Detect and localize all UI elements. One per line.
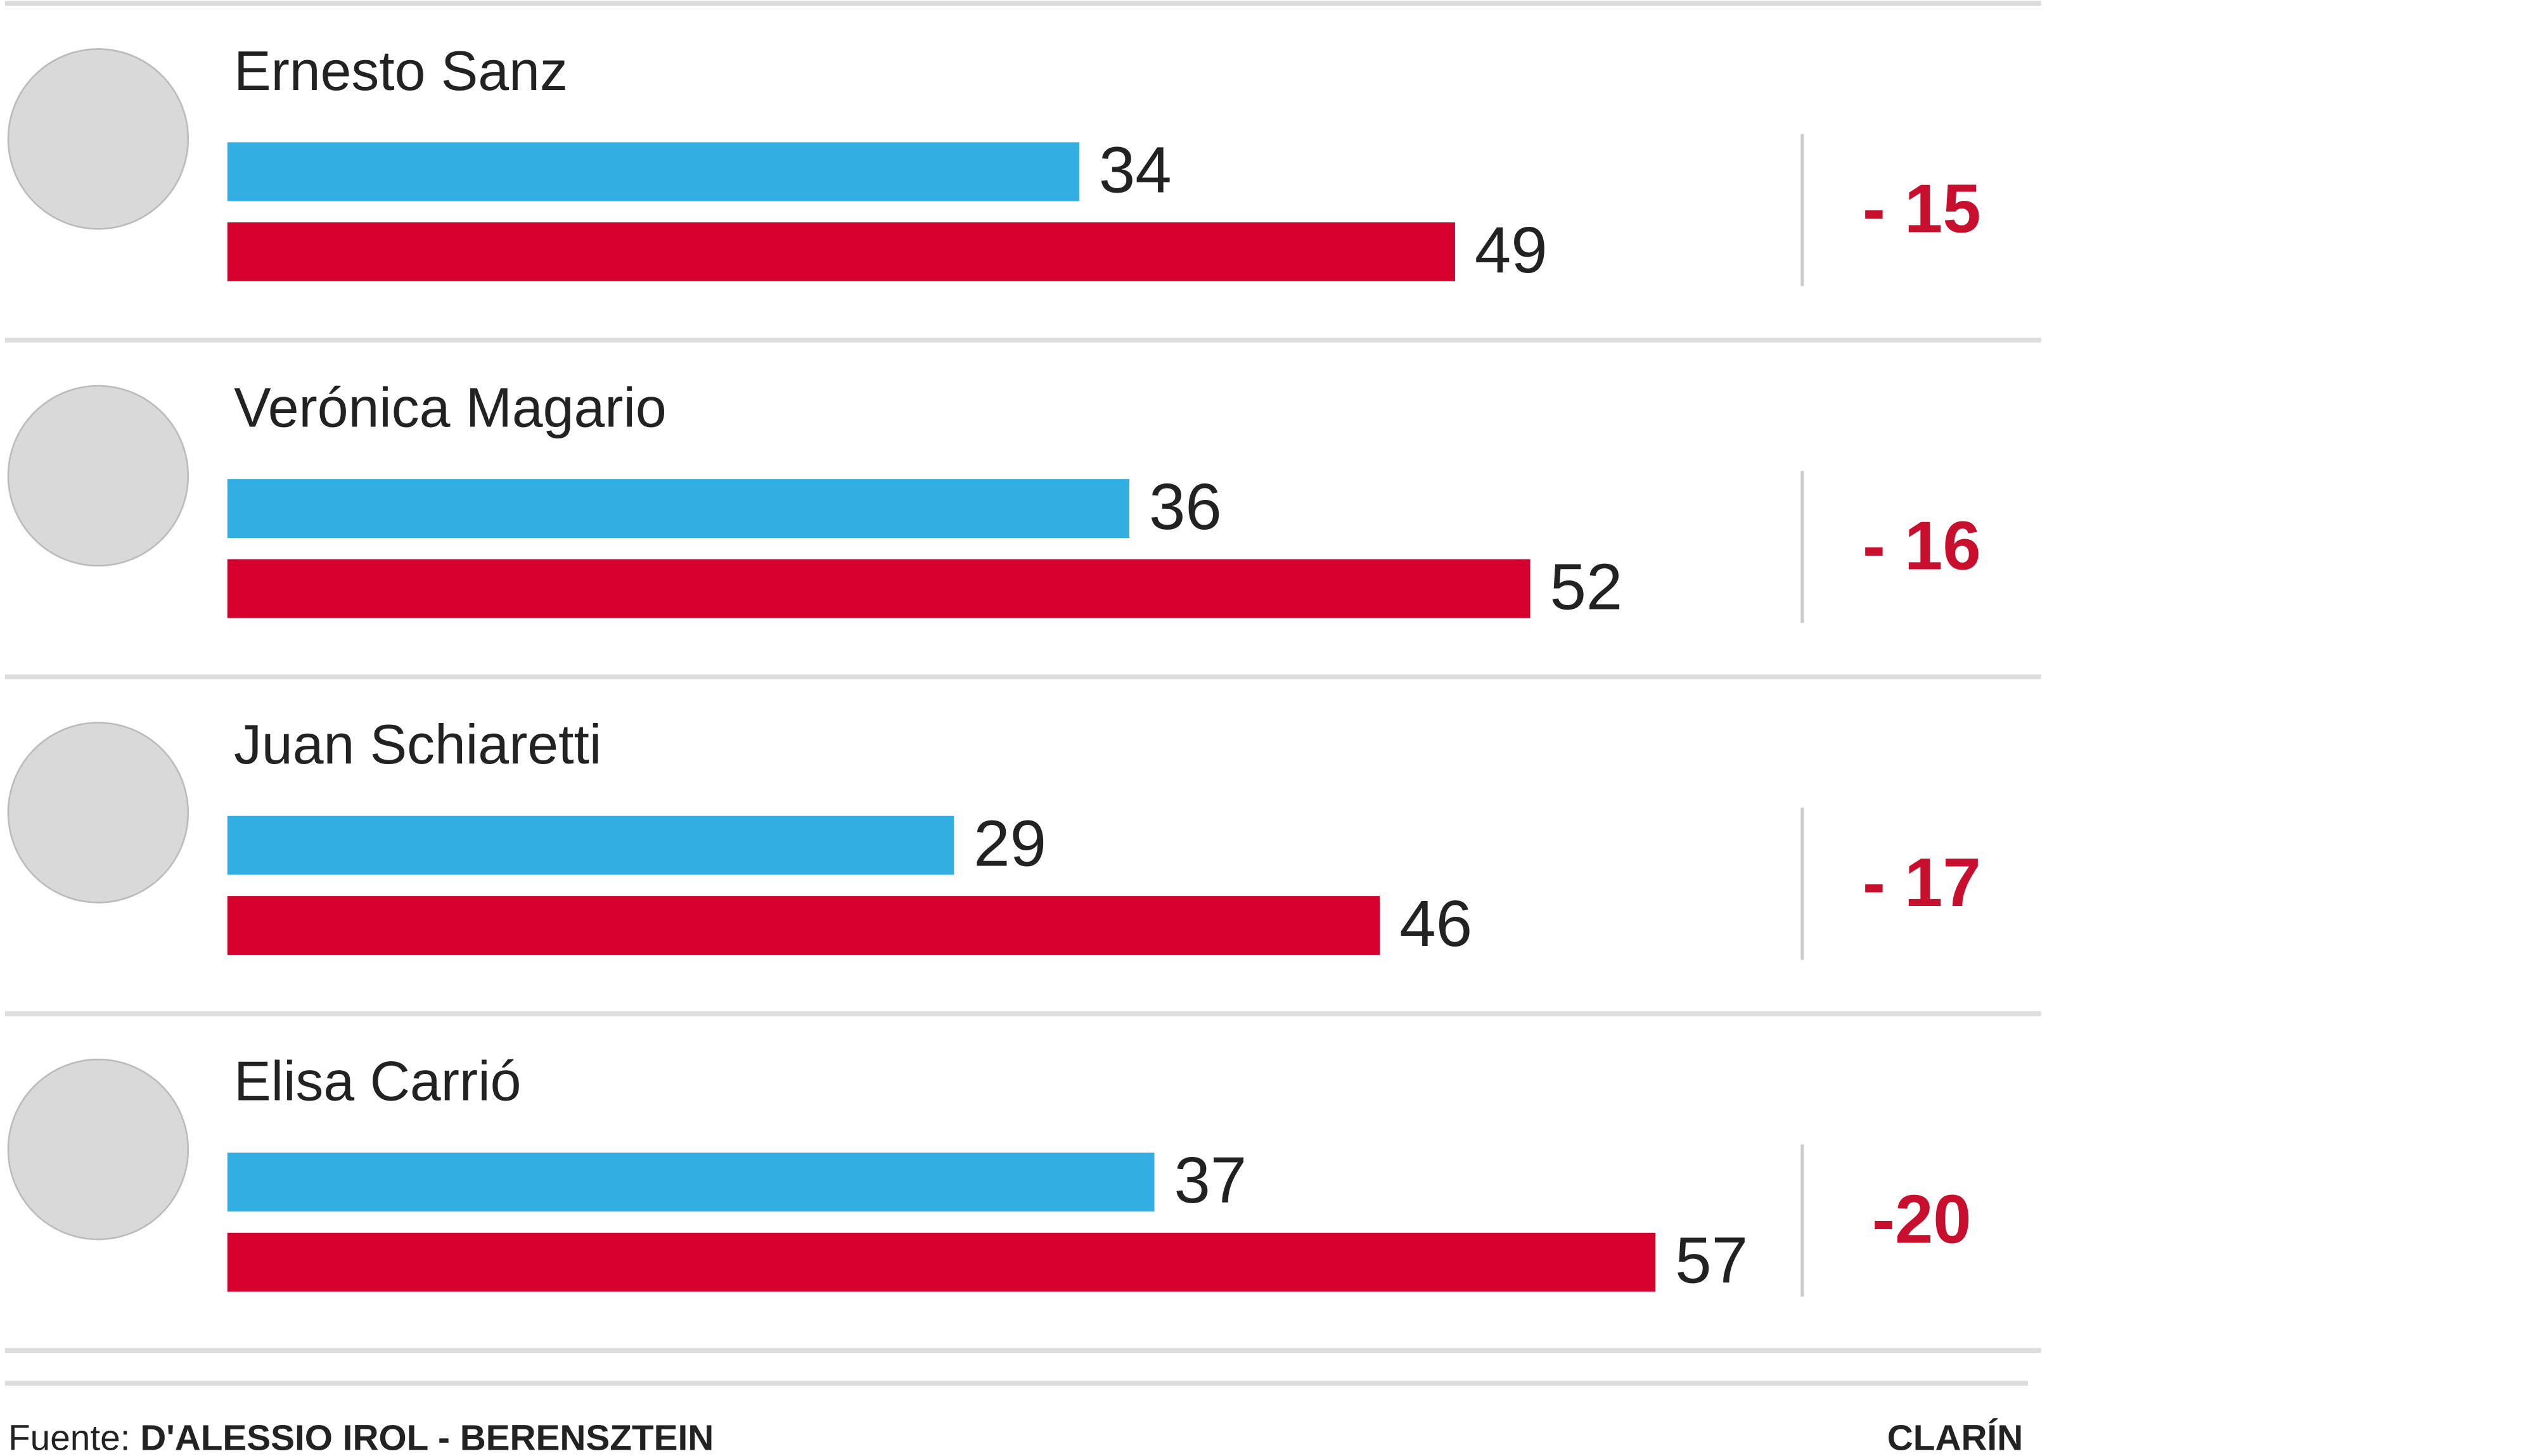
photo	[7, 48, 189, 230]
bar	[227, 222, 1455, 281]
bar	[227, 1153, 1155, 1212]
candidate-name: Verónica Magario	[234, 376, 667, 438]
photo	[7, 722, 189, 904]
source-label: Fuente:	[8, 1418, 131, 1456]
value-label: 52	[1550, 550, 1623, 623]
value-label: 29	[973, 807, 1046, 880]
difference: -20	[1872, 1180, 1972, 1257]
value-label: 57	[1675, 1224, 1748, 1297]
source: Fuente: D'ALESSIO IROL - BERENSZTEIN	[8, 1418, 714, 1456]
value-label: 37	[1174, 1144, 1247, 1217]
value-label: 49	[1475, 214, 1548, 286]
photo	[7, 1058, 189, 1241]
source-name: D'ALESSIO IROL - BERENSZTEIN	[140, 1418, 714, 1456]
value-label: 36	[1149, 470, 1222, 543]
bar	[227, 1232, 1656, 1292]
bar	[227, 815, 954, 875]
bar	[227, 896, 1380, 955]
bar	[227, 559, 1531, 618]
bar	[227, 142, 1079, 201]
difference: - 15	[1863, 170, 1981, 247]
candidate-name: Juan Schiaretti	[234, 713, 601, 776]
photo	[7, 385, 189, 567]
bar	[227, 479, 1129, 539]
difference: - 17	[1863, 844, 1981, 921]
credit: CLARÍN	[1887, 1417, 2023, 1456]
value-label: 34	[1099, 133, 1172, 206]
value-label: 46	[1399, 887, 1472, 960]
candidate-name: Elisa Carrió	[234, 1050, 521, 1113]
difference: - 16	[1863, 507, 1981, 584]
candidate-name: Ernesto Sanz	[234, 40, 568, 102]
